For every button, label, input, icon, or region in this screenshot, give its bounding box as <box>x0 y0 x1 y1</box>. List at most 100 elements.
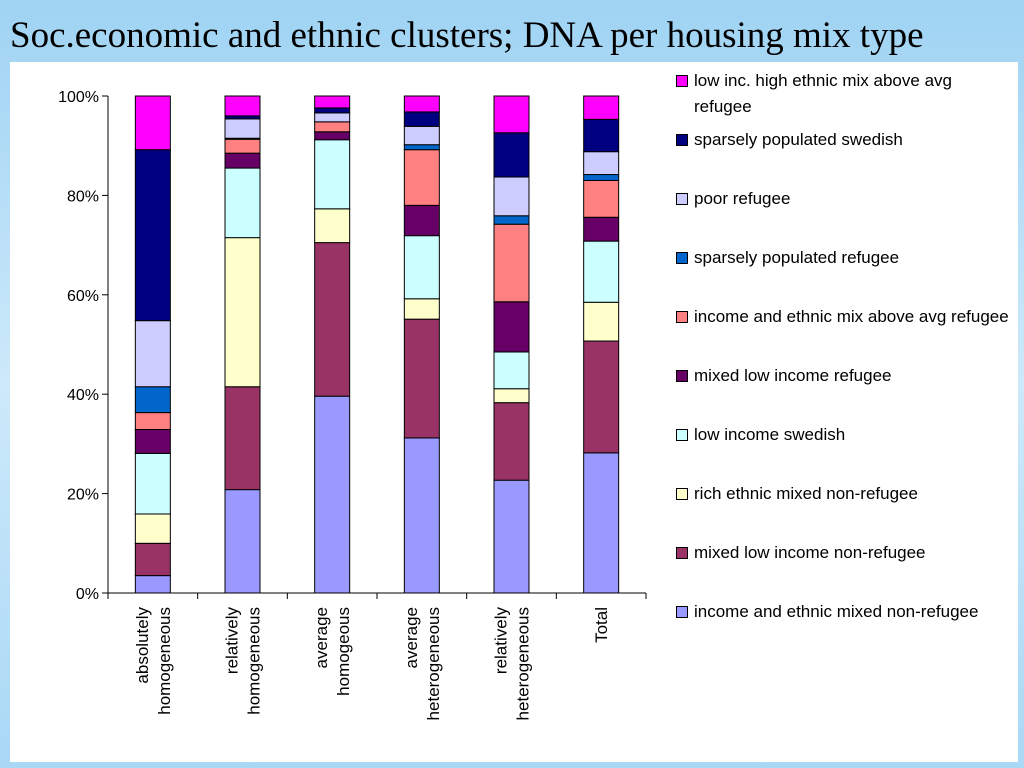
bar-segment <box>583 151 620 176</box>
bar-segment <box>224 237 261 388</box>
bar-segment <box>314 208 351 244</box>
bar-segment <box>134 452 171 515</box>
legend-item: poor refugee <box>676 186 1016 245</box>
y-tick-label: 0% <box>76 586 99 603</box>
bar-segment <box>134 542 171 577</box>
chart-panel: 0% 20% 40% 60% 80% 100% absolutely homogeneous… <box>10 62 1018 762</box>
y-tick-label: 40% <box>67 387 99 404</box>
bar-segment <box>134 320 171 388</box>
bar-segment <box>134 95 171 151</box>
y-axis: 0% 20% 40% 60% 80% 100% <box>58 89 109 603</box>
legend-item: low inc. high ethnic mix above avg refug… <box>676 68 1016 127</box>
x-axis: absolutely homogeneous relatively homogeneo… <box>107 592 647 720</box>
bar-segment <box>493 176 530 217</box>
bar-segment <box>493 132 530 178</box>
bar-segment <box>493 301 530 353</box>
legend-item: income and ethnic mix above avg refugee <box>676 304 1016 363</box>
legend-item: mixed low income refugee <box>676 363 1016 422</box>
x-category-label-line: average <box>402 607 421 668</box>
y-tick-label: 100% <box>58 89 99 106</box>
bar-segment <box>224 152 261 169</box>
bar-segment <box>224 386 261 491</box>
bar-segment <box>314 139 351 210</box>
legend-label: sparsely populated refugee <box>694 248 900 267</box>
bar-segment <box>314 112 351 123</box>
legend-swatch <box>676 75 688 87</box>
bar-segment <box>583 301 620 342</box>
bar-segment <box>403 95 440 113</box>
x-category-label: average homogeous <box>312 607 353 696</box>
y-tick-label: 20% <box>67 487 99 504</box>
legend-swatch <box>676 547 688 559</box>
bar-segment <box>403 235 440 300</box>
x-category-label-line: homogeneous <box>245 607 264 715</box>
bar-segment <box>403 437 440 594</box>
bar-segment <box>583 118 620 153</box>
bar-segment <box>493 351 530 390</box>
bar-segment <box>134 513 171 544</box>
bar-segment <box>493 402 530 481</box>
bar-segment <box>224 167 261 239</box>
bar-segment <box>134 149 171 322</box>
bar-segment <box>134 575 171 594</box>
bar-segment <box>224 118 261 139</box>
bar-segment <box>583 179 620 218</box>
bars <box>134 95 620 594</box>
legend-label: rich ethnic mixed non-refugee <box>694 484 918 503</box>
legend-label: poor refugee <box>694 189 791 208</box>
x-category-label-line: relatively <box>492 607 511 675</box>
legend-swatch <box>676 193 688 205</box>
x-category-label-line: homogeneous <box>155 607 174 715</box>
legend-item: mixed low income non-refugee <box>676 540 1016 599</box>
bar-segment <box>134 428 171 454</box>
bar-segment <box>224 138 261 154</box>
bar-segment <box>403 298 440 320</box>
bar-segment <box>134 412 171 430</box>
bar-segment <box>314 107 351 114</box>
legend-swatch <box>676 488 688 500</box>
legend-swatch <box>676 429 688 441</box>
legend-item: sparsely populated swedish <box>676 127 1016 186</box>
bar-segment <box>493 223 530 303</box>
stacked-bar-chart: 0%20%40%60%80%100% absolutely homogeneous… <box>58 89 647 720</box>
y-tick-label: 60% <box>67 288 99 305</box>
legend-label: sparsely populated swedish <box>694 130 903 149</box>
bar-segment <box>403 111 440 127</box>
legend-swatch <box>676 606 688 618</box>
x-category-label: absolutely homogeneous <box>133 607 174 715</box>
bar-segment <box>314 242 351 397</box>
bar-segment <box>583 340 620 454</box>
bar-segment <box>583 95 620 120</box>
legend-label: mixed low income non-refugee <box>694 543 926 562</box>
legend-swatch <box>676 134 688 146</box>
legend-label: income and ethnic mixed non-refugee <box>694 602 979 621</box>
x-category-label-line: absolutely <box>133 607 152 684</box>
legend-swatch <box>676 370 688 382</box>
legend-label: low inc. high ethnic mix above avg refug… <box>694 71 952 116</box>
x-category-label-line: heterogeneous <box>514 607 533 720</box>
bar-segment <box>493 479 530 594</box>
legend-label: low income swedish <box>694 425 846 444</box>
bar-segment <box>583 174 620 181</box>
bar-segment <box>314 95 351 109</box>
slide-title: Soc.economic and ethnic clusters; DNA pe… <box>10 15 924 56</box>
legend-label: mixed low income refugee <box>694 366 892 385</box>
bar-segment <box>224 489 261 594</box>
bar-segment <box>493 388 530 404</box>
x-category-label-line: Total <box>592 607 611 643</box>
legend-item: low income swedish <box>676 422 1016 481</box>
y-tick-label: 80% <box>67 188 99 205</box>
legend-swatch <box>676 252 688 264</box>
bar-segment <box>403 144 440 151</box>
x-category-label: average heterogeneous <box>402 607 443 720</box>
bar-segment <box>403 318 440 439</box>
bar-segment <box>403 125 440 146</box>
bar-segment <box>583 452 620 594</box>
bar-segment <box>403 204 440 237</box>
bar-segment <box>403 149 440 206</box>
legend-item: rich ethnic mixed non-refugee <box>676 481 1016 540</box>
bar-segment <box>493 95 530 134</box>
legend-label: income and ethnic mix above avg refugee <box>694 307 1009 326</box>
x-category-label: Total <box>592 607 611 643</box>
bar-segment <box>134 386 171 414</box>
